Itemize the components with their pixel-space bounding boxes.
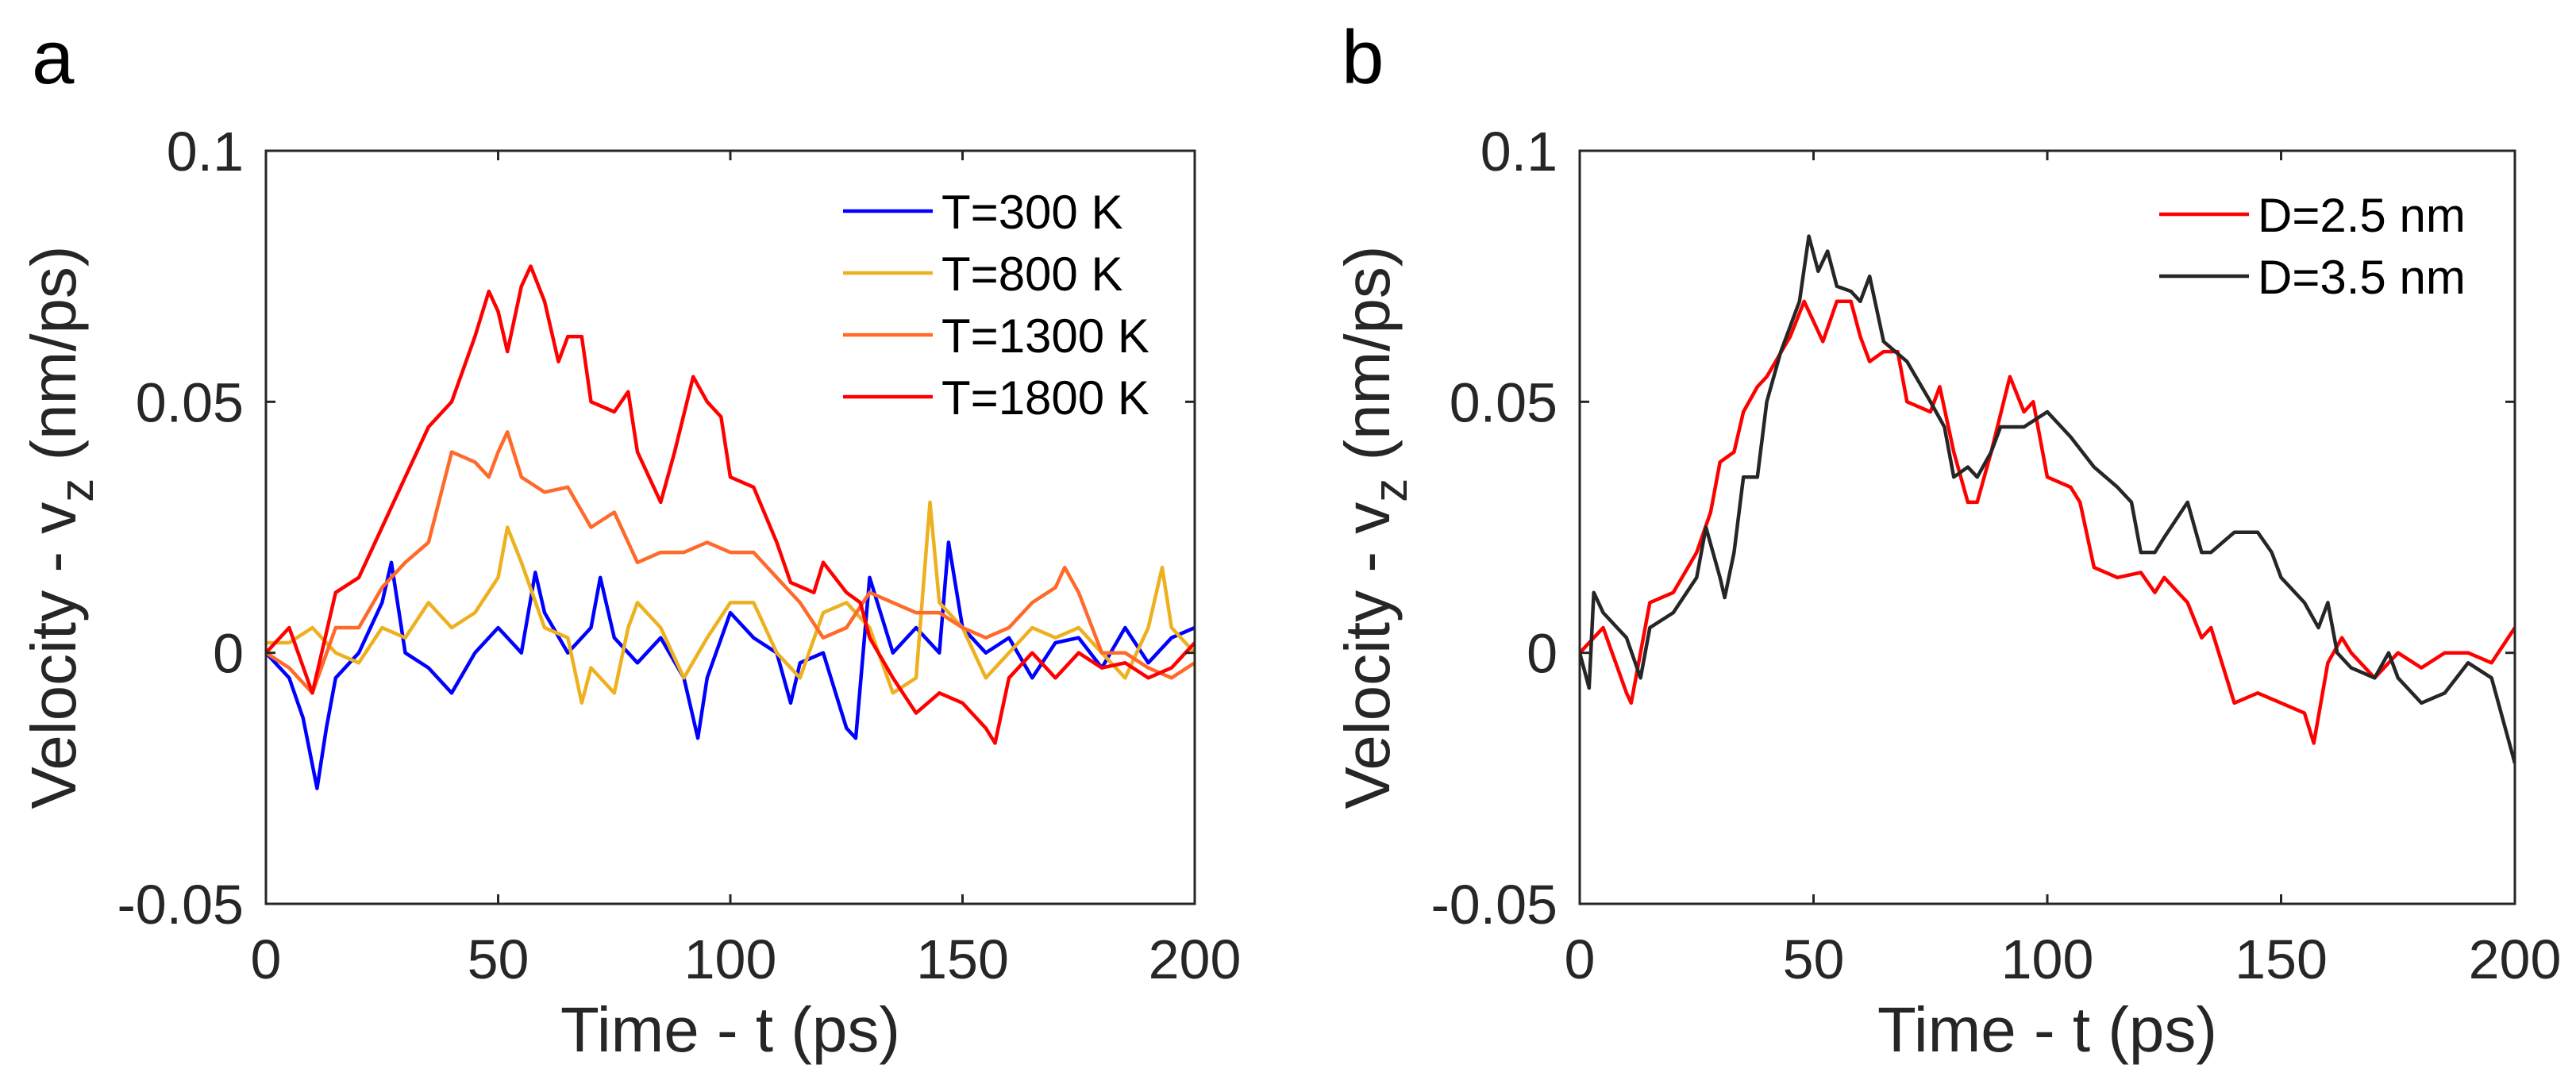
y-tick-label: 0 <box>1527 623 1558 685</box>
series-line-t-800-k <box>266 500 1195 705</box>
x-axis-label-a: Time - t (ps) <box>560 994 900 1065</box>
x-tick-label: 150 <box>2235 928 2328 990</box>
y-label-main: Velocity - v <box>1332 502 1403 809</box>
y-label-unit: (nm/ps) <box>1332 245 1403 478</box>
y-tick-label: -0.05 <box>1430 874 1558 936</box>
legend-label: T=1300 K <box>941 309 1149 363</box>
x-tick-label: 200 <box>1149 928 1242 990</box>
series-line-t-1300-k <box>266 430 1195 695</box>
y-tick-label: 0.05 <box>1450 371 1558 433</box>
legend-label: T=300 K <box>941 186 1123 239</box>
x-tick-label: 200 <box>2469 928 2562 990</box>
series-line-t-300-k <box>266 540 1195 790</box>
panel-label-a: a <box>32 15 75 100</box>
y-tick-label: 0.05 <box>136 371 244 433</box>
legend-label: T=800 K <box>941 248 1123 301</box>
y-axis-label-a: Velocity - vz (nm/ps) <box>18 245 103 809</box>
y-label-main: Velocity - v <box>18 502 89 809</box>
panel-label-b: b <box>1342 15 1384 100</box>
y-label-subscript: z <box>50 479 103 502</box>
legend-label: D=3.5 nm <box>2258 251 2466 304</box>
x-tick-label: 50 <box>1783 928 1845 990</box>
panel-b: b Time - t (ps) Velocity - vz (nm/ps) 0 5… <box>1332 15 2561 1065</box>
legend-label: T=1800 K <box>941 371 1149 425</box>
y-label-subscript: z <box>1364 479 1417 502</box>
x-axis-label-b: Time - t (ps) <box>1877 994 2217 1065</box>
x-tick-label: 0 <box>251 928 282 990</box>
y-axis-label-b: Velocity - vz (nm/ps) <box>1332 245 1417 809</box>
series-line-d-3-5-nm <box>1580 234 2515 764</box>
x-tick-label: 0 <box>1565 928 1596 990</box>
legend-label: D=2.5 nm <box>2258 189 2466 242</box>
y-tick-label: 0.1 <box>1481 121 1558 183</box>
x-tick-label: 100 <box>684 928 777 990</box>
x-tick-label: 150 <box>916 928 1009 990</box>
y-tick-label: 0 <box>213 623 244 685</box>
y-label-unit: (nm/ps) <box>18 245 89 478</box>
series-line-t-1800-k <box>266 264 1195 745</box>
panel-a: a Time - t (ps) Velocity - vz (nm/ps) 0 5… <box>18 15 1241 1065</box>
x-tick-label: 100 <box>2001 928 2094 990</box>
y-tick-label: -0.05 <box>117 874 244 936</box>
x-tick-label: 50 <box>468 928 529 990</box>
y-tick-label: 0.1 <box>167 121 244 183</box>
